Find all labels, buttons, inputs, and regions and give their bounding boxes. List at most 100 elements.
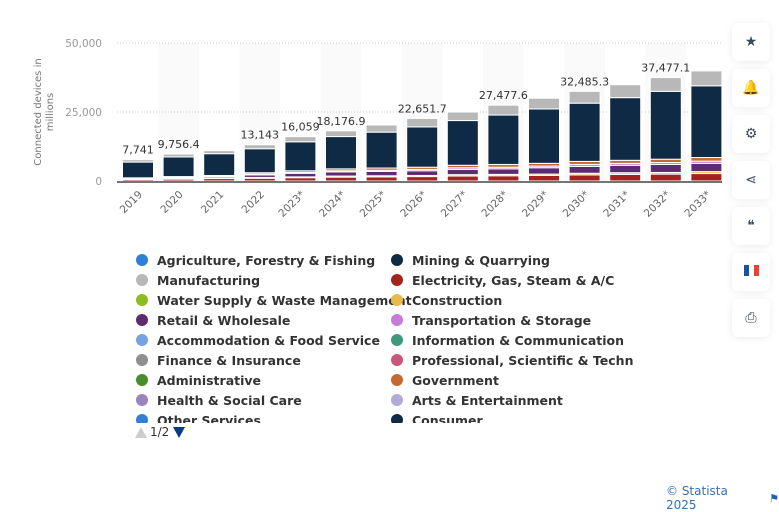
legend-item[interactable]: Information & Communication [391,330,624,350]
bar-segment [487,104,520,116]
legend-label: Electricity, Gas, Steam & A/C [412,272,615,288]
bar-segment [365,131,398,169]
legend-item[interactable]: Professional, Scientific & Technical [391,350,634,370]
legend-item[interactable]: Accommodation & Food Service [136,330,380,350]
legend-label: Arts & Entertainment [412,392,563,408]
legend-label: Manufacturing [157,272,261,288]
bar-segment [203,150,236,155]
legend-swatch [391,394,403,406]
x-tick-label: 2024* [317,189,348,220]
legend-swatch [136,334,148,346]
print-icon: ⎙ [745,310,757,326]
bar-segment [609,84,642,99]
legend-item[interactable]: Government [391,370,499,390]
legend-label: Other Services [157,412,261,424]
legend-swatch [391,334,403,346]
y-axis-label-line: millions [45,93,56,132]
legend-swatch [136,374,148,386]
copyright-link[interactable]: © Statista 2025 [666,484,728,512]
y-tick-label: 50,000 [65,38,102,50]
french-flag-icon [743,264,759,280]
legend-item[interactable]: Finance & Insurance [136,350,301,370]
y-tick-label: 25,000 [65,107,102,119]
bar-segment [365,124,398,133]
x-tick-label: 2028* [479,189,510,220]
bell-button[interactable]: 🔔 [732,69,770,107]
legend-item[interactable]: Agriculture, Forestry & Fishing [136,250,375,270]
bar-segment [406,126,439,168]
legend-swatch [136,274,148,286]
star-button[interactable]: ★ [732,23,770,61]
legend-swatch [136,354,148,366]
legend-label: Transportation & Storage [412,312,592,328]
bar-segment [690,157,723,162]
legend-item[interactable]: Retail & Wholesale [136,310,290,330]
legend-swatch [391,354,403,366]
legend-item[interactable]: Electricity, Gas, Steam & A/C [391,270,614,290]
x-tick-label: 2031* [601,189,632,220]
gear-button[interactable]: ⚙ [732,115,770,153]
bar-segment [487,175,520,182]
x-tick-label: 2033* [682,189,713,220]
y-axis-label: Connected devices inmillions [33,58,56,165]
legend-item[interactable]: Transportation & Storage [391,310,591,330]
legend-label: Information & Communication [412,332,625,348]
bar-segment [325,136,357,170]
bar-segment [568,174,601,182]
flag-icon[interactable]: ⚑ [769,491,779,505]
legend-item[interactable]: Consumer [391,410,483,423]
legend-item[interactable]: Mining & Quarrying [391,250,550,270]
bar-segment [690,85,723,159]
legend-page: 1/2 [150,425,170,439]
bell-icon: 🔔 [742,80,760,96]
legend-item[interactable]: Construction [391,290,502,310]
legend-swatch [391,254,403,266]
x-tick-label: 2027* [439,189,470,220]
bar-segment [528,108,560,164]
bar-segment [528,97,560,110]
legend-item[interactable]: Water Supply & Waste Management [136,290,412,310]
legend-swatch [136,254,148,266]
legend-label: Mining & Quarrying [412,252,550,268]
legend-label: Agriculture, Forestry & Fishing [157,252,376,268]
bar-segment [609,173,642,182]
legend-label: Administrative [157,372,262,388]
legend-label: Finance & Insurance [157,352,301,368]
bar-segment [446,175,479,182]
x-tick-label: 2020 [158,189,185,216]
footer: © Statista 2025 ⚑ [666,484,779,512]
bar-segment [446,120,479,166]
share-button[interactable]: ⋖ [732,161,770,199]
legend-label: Construction [412,292,503,308]
stacked-bar-chart: 0 25,000 50,000 Connected devices inmillion… [33,38,723,220]
x-tick-label: 2029* [520,189,551,220]
bar-segment [325,176,357,182]
total-data-label: 13,143 [241,129,280,142]
bar-segment [284,172,317,178]
legend-next-arrow-icon[interactable] [173,426,186,438]
legend-item[interactable]: Arts & Entertainment [391,390,563,410]
legend-swatch [391,414,403,423]
bar-segment [528,167,560,175]
legend-item[interactable]: Manufacturing [136,270,260,290]
legend-swatch [391,314,403,326]
bar-segment [609,97,642,161]
print-button[interactable]: ⎙ [732,299,770,337]
bar-segment [446,168,479,176]
legend-item[interactable]: Administrative [136,370,261,390]
total-data-label: 22,651.7 [398,102,447,115]
legend-item[interactable]: Other Services [136,410,261,423]
legend-item[interactable]: Health & Social Care [136,390,302,410]
legend-label: Professional, Scientific & Technical [412,352,634,368]
legend-label: Health & Social Care [157,392,302,408]
total-data-label: 16,059 [281,121,320,134]
quote-button[interactable]: ❝ [732,207,770,245]
total-data-label: 7,741 [122,144,154,157]
legend-prev-arrow-icon[interactable] [135,426,147,438]
bar-segment [406,117,439,128]
x-tick-label: 2026* [398,189,429,220]
legend-swatch [391,374,403,386]
bar-segment [325,130,357,138]
french-flag-button[interactable] [732,253,770,291]
bar-segment [406,170,439,176]
